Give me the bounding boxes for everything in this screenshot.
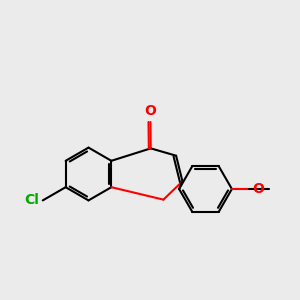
Text: O: O — [252, 182, 264, 196]
Text: O: O — [145, 104, 156, 118]
Text: Cl: Cl — [24, 194, 39, 207]
